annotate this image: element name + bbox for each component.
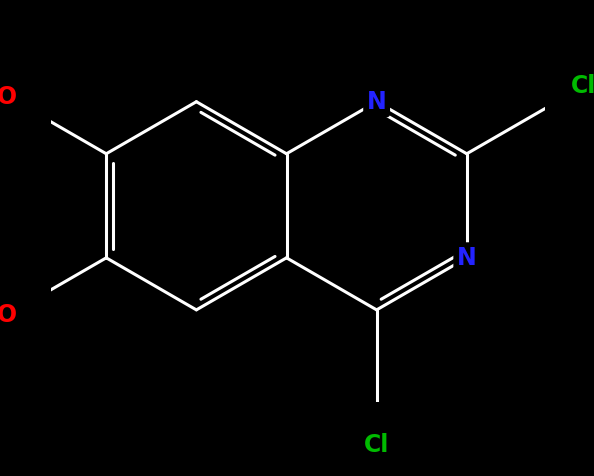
Text: Cl: Cl: [571, 74, 594, 98]
Text: O: O: [0, 85, 17, 109]
Text: N: N: [457, 246, 476, 270]
Text: O: O: [0, 303, 17, 327]
Text: Cl: Cl: [364, 433, 389, 457]
Text: N: N: [366, 89, 387, 114]
